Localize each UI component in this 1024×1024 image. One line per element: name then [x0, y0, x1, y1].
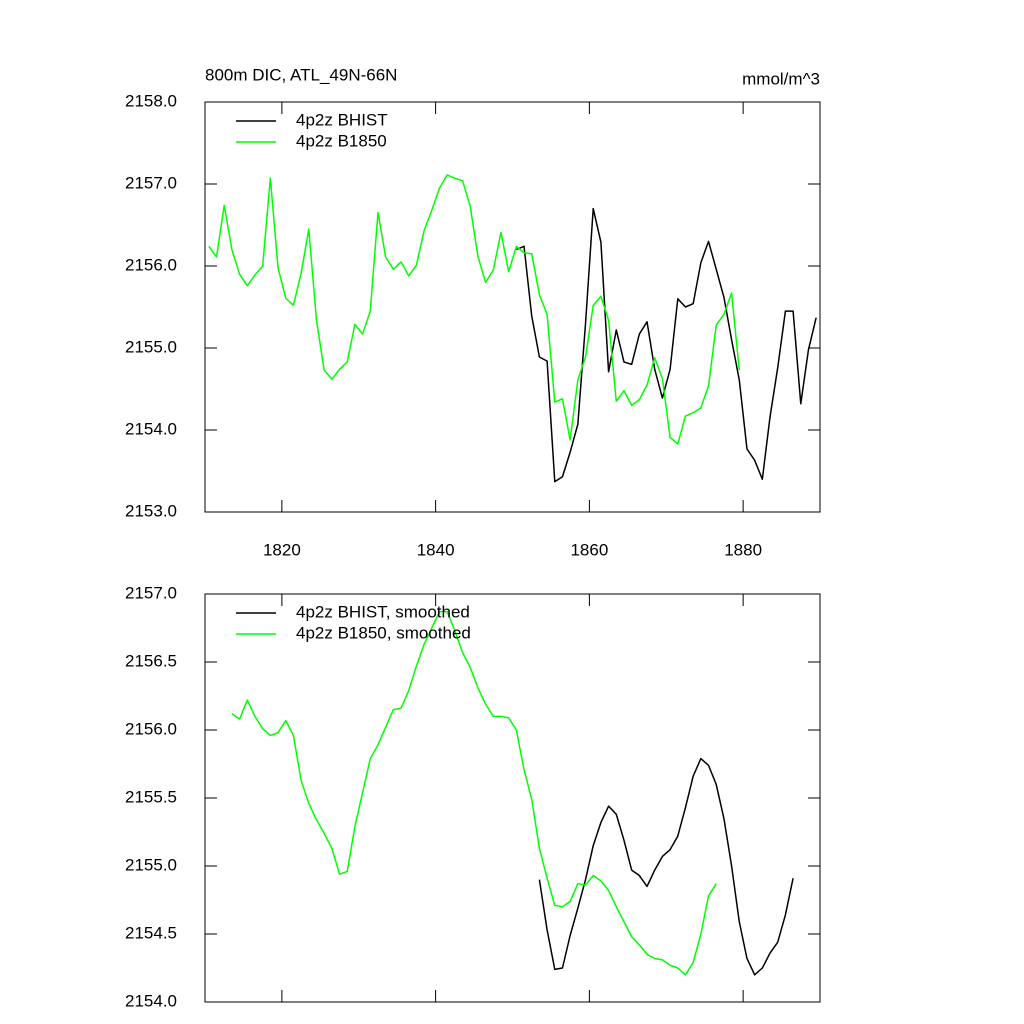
plot-frame: [204, 101, 821, 513]
y-tick-label: 2154.0: [125, 991, 177, 1010]
y-tick-label: 2156.0: [125, 255, 177, 274]
y-tick-label: 2155.5: [125, 787, 177, 806]
units-label: mmol/m^3: [742, 69, 820, 88]
legend-label: 4p2z BHIST: [296, 110, 388, 129]
y-tick-label: 2158.0: [125, 91, 177, 110]
data-line: [231, 610, 717, 976]
x-tick-label: 1860: [570, 540, 608, 559]
y-tick-label: 2157.0: [125, 173, 177, 192]
y-tick-label: 2154.5: [125, 923, 177, 942]
chart-title: 800m DIC, ATL_49N-66N: [205, 65, 397, 84]
data-line: [516, 207, 817, 483]
y-tick-label: 2156.5: [125, 651, 177, 670]
legend-label: 4p2z BHIST, smoothed: [296, 602, 470, 621]
legend-label: 4p2z B1850, smoothed: [296, 623, 471, 642]
data-line: [538, 757, 794, 976]
y-tick-label: 2157.0: [125, 583, 177, 602]
legend-label: 4p2z B1850: [296, 131, 387, 150]
x-tick-label: 1880: [724, 540, 762, 559]
y-tick-label: 2154.0: [125, 419, 177, 438]
y-tick-label: 2156.0: [125, 719, 177, 738]
data-line: [208, 174, 741, 445]
x-tick-label: 1840: [417, 540, 455, 559]
plot-frame: [204, 593, 821, 1003]
y-tick-label: 2153.0: [125, 501, 177, 520]
y-tick-label: 2155.0: [125, 855, 177, 874]
x-tick-label: 1820: [263, 540, 301, 559]
y-tick-label: 2155.0: [125, 337, 177, 356]
